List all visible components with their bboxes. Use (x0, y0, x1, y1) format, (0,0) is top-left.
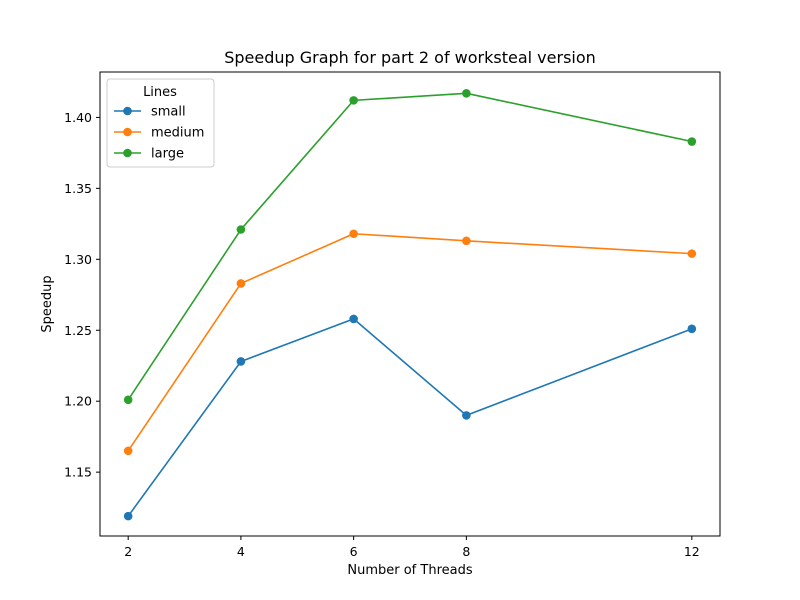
data-point-small (349, 314, 358, 324)
plot-area (99, 71, 721, 537)
legend-marker-small (123, 106, 132, 116)
chart-title: Speedup Graph for part 2 of worksteal ve… (224, 48, 596, 67)
data-point-small (687, 324, 697, 334)
x-tick-label: 2 (124, 544, 132, 559)
x-axis: 2 4 6 8 12 (124, 536, 700, 559)
axes-frame (99, 71, 721, 537)
legend-items: small medium large (114, 105, 204, 162)
legend-box (106, 78, 215, 168)
legend-label-medium: medium (151, 126, 204, 141)
x-tick-label: 4 (237, 544, 245, 559)
x-tick-label: 12 (684, 544, 700, 559)
legend: Lines small medium large (106, 78, 215, 168)
legend-label-small: small (151, 105, 186, 120)
data-point-large (123, 395, 133, 405)
data-point-large (462, 88, 471, 98)
data-point-small (123, 511, 133, 521)
data-point-medium (462, 236, 471, 246)
data-point-small (236, 357, 246, 366)
legend-marker-medium (123, 127, 132, 137)
y-tick-label: 1.40 (64, 110, 92, 125)
data-point-small (462, 411, 471, 420)
x-axis-label: Number of Threads (347, 563, 472, 578)
data-point-large (236, 225, 246, 234)
series-large (123, 88, 697, 405)
x-tick-label: 6 (350, 544, 358, 559)
legend-marker-large (123, 148, 132, 158)
y-tick-label: 1.35 (64, 181, 92, 196)
y-tick-label: 1.25 (64, 323, 92, 338)
x-tick-label: 8 (462, 544, 470, 559)
legend-label-large: large (151, 147, 184, 162)
series-small (123, 314, 697, 521)
data-point-medium (236, 279, 246, 288)
y-tick-label: 1.20 (64, 394, 92, 409)
data-point-medium (349, 229, 358, 239)
y-tick-label: 1.15 (64, 465, 92, 480)
legend-title: Lines (143, 85, 177, 100)
data-point-large (349, 96, 358, 105)
y-axis-label: Speedup (40, 275, 55, 332)
data-point-large (687, 137, 697, 146)
data-point-medium (687, 249, 697, 258)
series-medium (123, 229, 697, 456)
y-axis: 1.15 1.20 1.25 1.30 1.35 1.40 (64, 110, 100, 480)
data-point-medium (123, 446, 133, 456)
series-layer (123, 88, 697, 521)
y-tick-label: 1.30 (64, 252, 92, 267)
